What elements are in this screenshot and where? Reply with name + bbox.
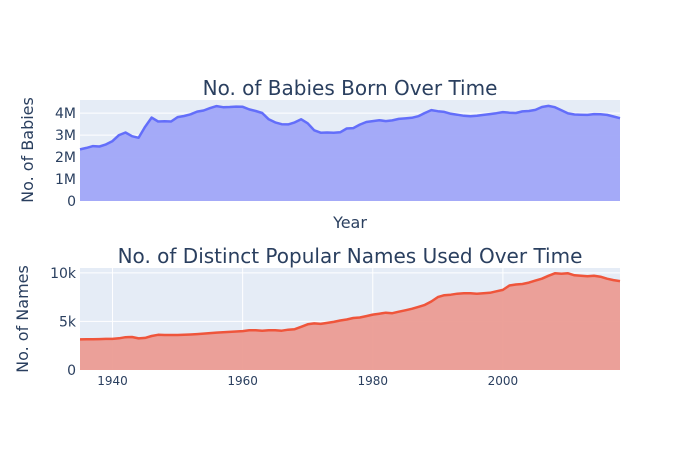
series-line bbox=[79, 272, 621, 341]
area-fill bbox=[80, 273, 620, 370]
y-tick-label: 5k bbox=[59, 314, 77, 330]
chart-title: No. of Distinct Popular Names Used Over … bbox=[118, 244, 583, 268]
y-tick-label: 0 bbox=[67, 363, 76, 379]
y-tick-label: 2M bbox=[55, 150, 76, 166]
y-tick-labels: 0 1M 2M 3M 4M bbox=[55, 106, 76, 210]
x-tick-label: 2000 bbox=[488, 374, 519, 388]
x-tick-label: 1960 bbox=[227, 374, 258, 388]
y-tick-label: 4M bbox=[55, 106, 76, 122]
y-tick-label: 1M bbox=[55, 172, 76, 188]
x-axis-label: Year bbox=[332, 213, 367, 232]
y-tick-label: 0 bbox=[67, 194, 76, 210]
bottom-chart: 0 5k 10k 1940 1960 1980 2000 No. of Distinct … bbox=[13, 244, 621, 388]
chart-title: No. of Babies Born Over Time bbox=[203, 76, 498, 100]
y-tick-label: 10k bbox=[50, 266, 77, 282]
area-fill bbox=[80, 105, 620, 201]
y-tick-label: 3M bbox=[55, 128, 76, 144]
x-tick-label: 1980 bbox=[357, 374, 388, 388]
y-axis-label: No. of Names bbox=[13, 265, 32, 373]
x-tick-label: 1940 bbox=[97, 374, 128, 388]
top-chart: 0 1M 2M 3M 4M No. of Babies Born Over Time Y… bbox=[18, 76, 621, 232]
x-tick-labels: 1940 1960 1980 2000 bbox=[97, 374, 518, 388]
series-line bbox=[79, 104, 621, 151]
y-axis-label: No. of Babies bbox=[18, 97, 37, 203]
y-tick-labels: 0 5k 10k bbox=[50, 266, 77, 379]
